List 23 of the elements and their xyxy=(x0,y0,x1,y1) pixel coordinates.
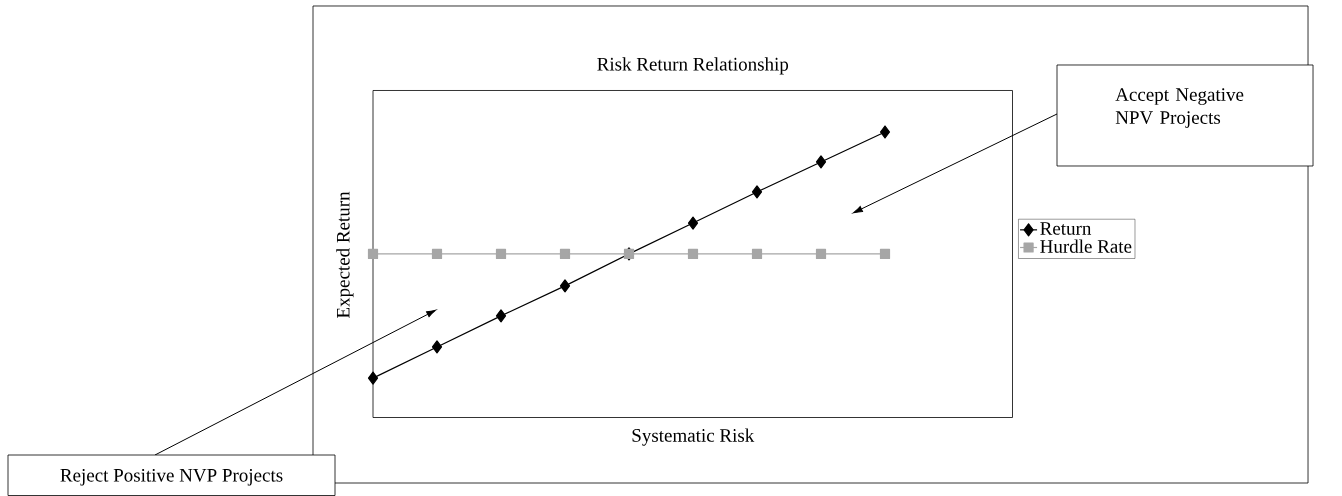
text: Reject Positive NVP Projects xyxy=(60,468,283,486)
legend-label: Hurdle Rate xyxy=(1040,239,1132,253)
point xyxy=(495,248,507,260)
point xyxy=(367,248,379,260)
chart-title: Risk Return Relationship xyxy=(597,57,789,75)
point xyxy=(495,309,507,323)
point xyxy=(751,248,763,260)
legend-label: Return xyxy=(1040,222,1092,235)
point xyxy=(431,340,443,354)
point xyxy=(687,248,699,260)
point xyxy=(879,125,891,139)
point xyxy=(687,216,699,230)
point xyxy=(815,248,827,260)
y-axis-title: Expected Return xyxy=(336,191,354,319)
point xyxy=(559,248,571,260)
point xyxy=(367,371,379,385)
point xyxy=(559,279,571,293)
point xyxy=(431,248,443,260)
point xyxy=(815,155,827,169)
point xyxy=(751,185,763,199)
text: Accept Negative NPV Projects xyxy=(1115,88,1244,128)
point xyxy=(879,248,891,260)
x-axis-title: Systematic Risk xyxy=(632,428,755,446)
